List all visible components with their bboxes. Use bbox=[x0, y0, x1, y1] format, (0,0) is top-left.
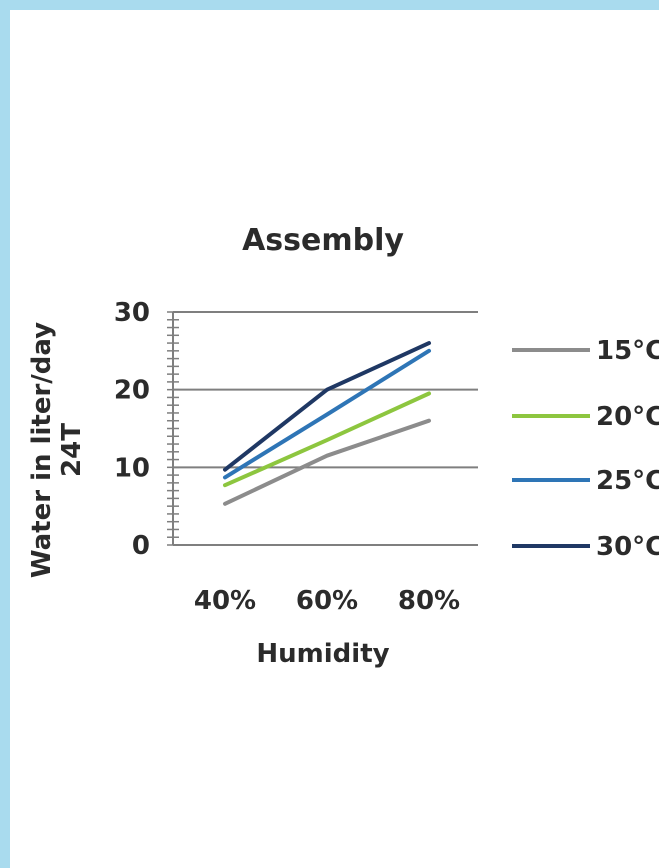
series-lines bbox=[223, 341, 431, 506]
series-line-3 bbox=[223, 341, 431, 472]
chart-title: Assembly bbox=[242, 223, 404, 258]
axes bbox=[167, 311, 179, 546]
y-tick-label: 30 bbox=[114, 298, 150, 328]
x-tick-label: 40% bbox=[194, 586, 256, 616]
y-axis-label: Water in liter/day 24T bbox=[27, 322, 87, 578]
y-tick-label: 20 bbox=[114, 376, 150, 406]
y-tick-label: 10 bbox=[114, 453, 150, 483]
legend: 15°C 20°C 25°C 30°C bbox=[512, 336, 659, 562]
series-line-2 bbox=[223, 348, 431, 480]
y-axis-label-line-1: Water in liter/day bbox=[27, 322, 57, 578]
line-chart: Assembly Water in liter/day 24T 0102030 … bbox=[27, 223, 659, 669]
x-axis-label: Humidity bbox=[256, 639, 389, 669]
gridlines bbox=[173, 311, 478, 546]
legend-label: 25°C bbox=[596, 466, 659, 496]
x-tick-label: 80% bbox=[398, 586, 460, 616]
chart-page: Assembly Water in liter/day 24T 0 10 20 30 … bbox=[10, 10, 659, 868]
x-tick-label: 60% bbox=[296, 586, 358, 616]
legend-label: 20°C bbox=[596, 402, 659, 432]
y-tick-label: 0 bbox=[132, 531, 150, 561]
series-line-1 bbox=[223, 391, 431, 488]
y-tick-labels: 0 10 20 30 bbox=[114, 298, 150, 561]
legend-label: 15°C bbox=[596, 336, 659, 366]
legend-label: 30°C bbox=[596, 532, 659, 562]
series-line-0 bbox=[223, 418, 431, 506]
x-tick-labels: 40% 60% 80% bbox=[194, 586, 460, 616]
y-axis-label-line-2: 24T bbox=[57, 423, 87, 477]
